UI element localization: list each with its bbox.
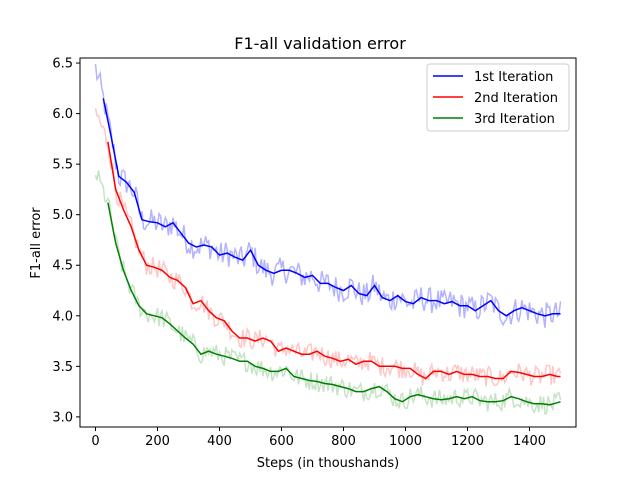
x-tick-label: 1400 xyxy=(513,434,546,449)
y-tick-label: 6.0 xyxy=(52,107,73,122)
y-tick-label: 6.5 xyxy=(52,57,73,72)
x-tick-label: 800 xyxy=(331,434,356,449)
y-tick-label: 3.0 xyxy=(52,410,73,425)
axes: 0 200 400 600 800 1000 1200 1400 3.0 3.5 4.0 4.5 5.0… xyxy=(52,57,577,449)
legend-box xyxy=(426,63,570,132)
y-tick-label: 4.0 xyxy=(52,309,73,324)
series-line-3 xyxy=(107,202,561,406)
series-line-1 xyxy=(102,98,561,317)
x-tick-label: 1200 xyxy=(451,434,484,449)
legend-label-3: 3rd Iteration xyxy=(474,112,555,127)
legend: 1st Iteration 2nd Iteration 3rd Iteration xyxy=(426,63,570,132)
series-raw-line-2 xyxy=(94,107,562,387)
series-raw-line-1 xyxy=(94,63,562,328)
y-tick-label: 5.0 xyxy=(52,208,73,223)
x-tick-label: 600 xyxy=(269,434,294,449)
y-tick-label: 5.5 xyxy=(52,158,73,173)
series-raw-line-3 xyxy=(94,170,562,415)
y-axis-label: F1-all error xyxy=(29,207,44,279)
legend-label-1: 1st Iteration xyxy=(474,70,553,85)
x-tick-label: 1000 xyxy=(389,434,422,449)
axes-frame xyxy=(79,57,577,428)
y-tick-label: 3.5 xyxy=(52,360,73,375)
x-tick-label: 0 xyxy=(91,434,99,449)
series-line-2 xyxy=(107,141,561,380)
y-tick-label: 4.5 xyxy=(52,259,73,274)
legend-label-2: 2nd Iteration xyxy=(474,91,558,106)
x-tick-label: 400 xyxy=(207,434,232,449)
x-axis-label: Steps (in thoushands) xyxy=(257,456,399,471)
chart-title: F1-all validation error xyxy=(234,34,406,53)
x-tick-label: 200 xyxy=(145,434,170,449)
